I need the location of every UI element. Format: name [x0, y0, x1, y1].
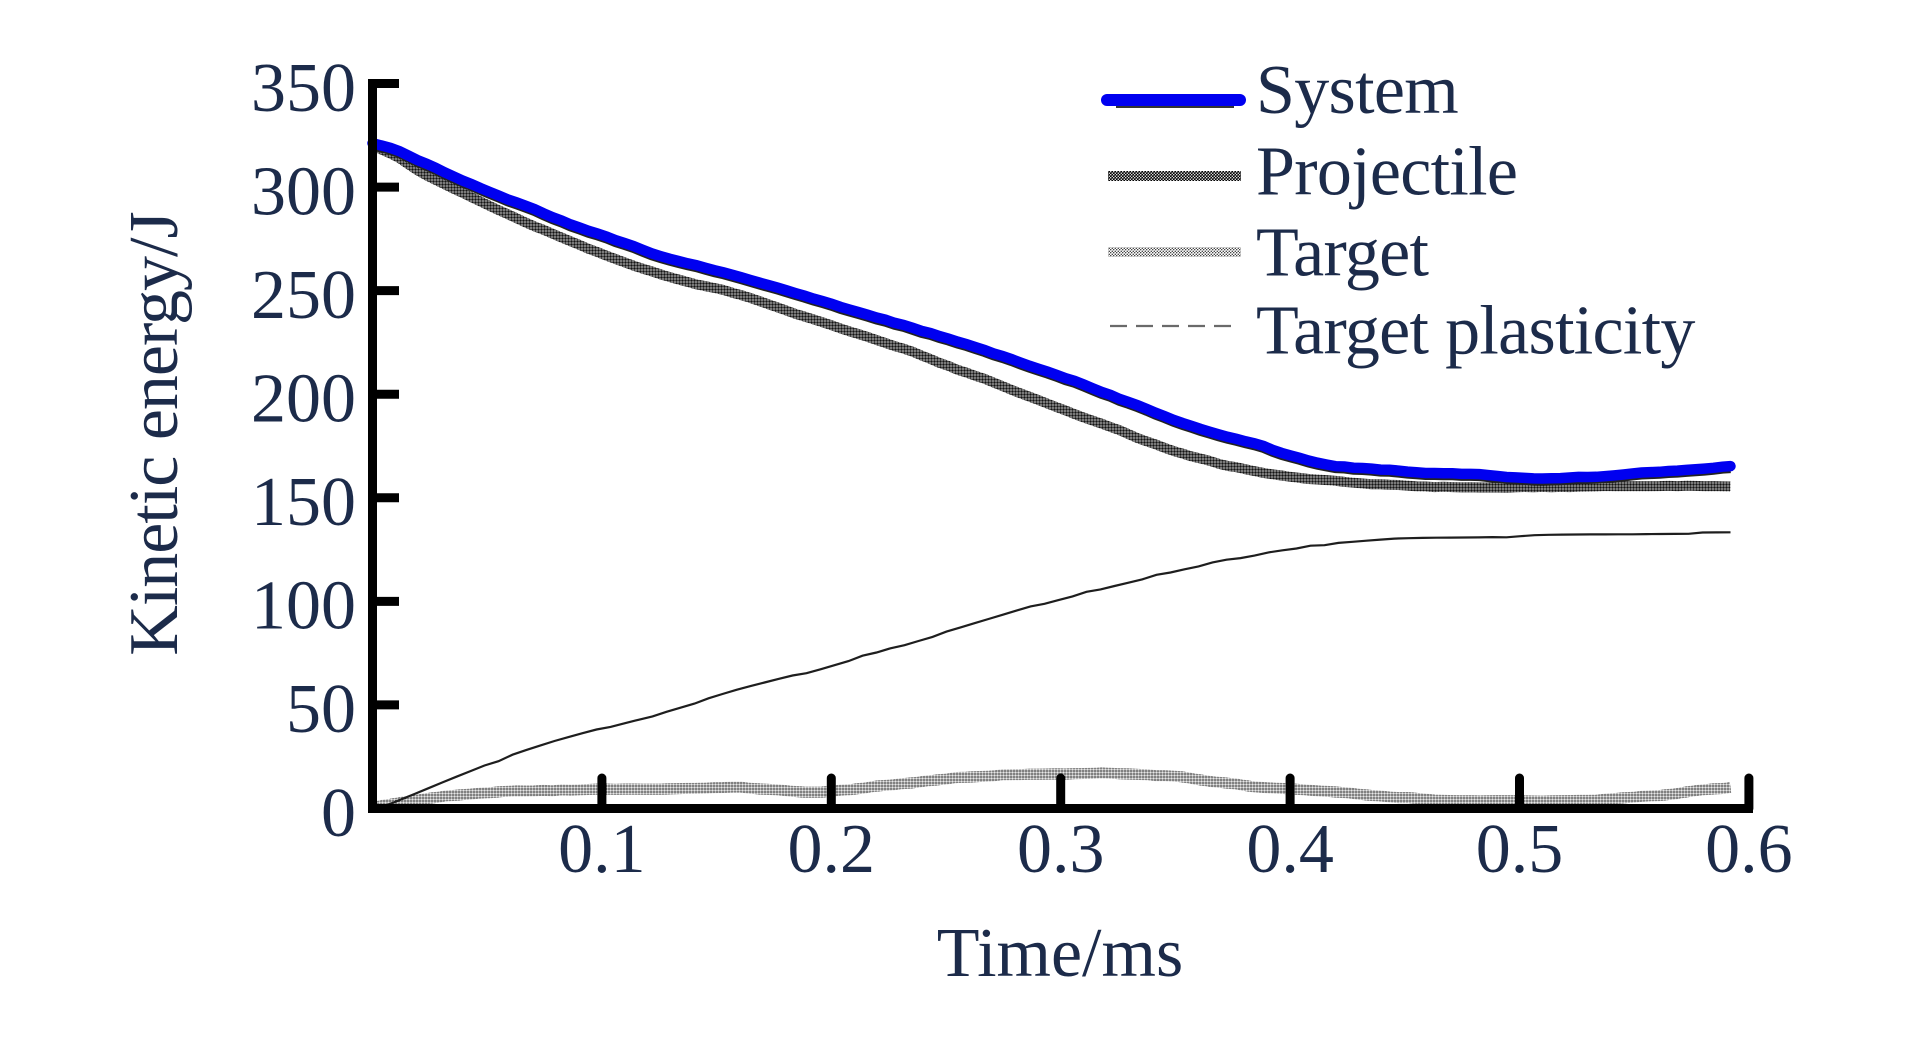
svg-text:250: 250 [251, 257, 356, 334]
svg-text:0.6: 0.6 [1705, 811, 1793, 888]
svg-text:300: 300 [251, 153, 356, 230]
svg-text:50: 50 [286, 671, 356, 748]
svg-text:Target plasticity: Target plasticity [1256, 293, 1695, 370]
svg-text:0: 0 [321, 775, 356, 852]
svg-text:0.1: 0.1 [558, 811, 646, 888]
svg-text:350: 350 [251, 50, 356, 127]
svg-text:200: 200 [251, 361, 356, 438]
svg-text:Projectile: Projectile [1256, 134, 1517, 211]
svg-text:0.4: 0.4 [1246, 811, 1334, 888]
svg-text:System: System [1256, 52, 1458, 129]
svg-text:0.3: 0.3 [1017, 811, 1105, 888]
svg-text:100: 100 [251, 568, 356, 645]
svg-text:0.5: 0.5 [1476, 811, 1564, 888]
svg-text:Time/ms: Time/ms [937, 915, 1183, 992]
svg-text:Target: Target [1256, 215, 1430, 292]
svg-text:150: 150 [251, 464, 356, 541]
svg-text:Kinetic energy/J: Kinetic energy/J [116, 212, 193, 655]
svg-text:0.2: 0.2 [788, 811, 876, 888]
